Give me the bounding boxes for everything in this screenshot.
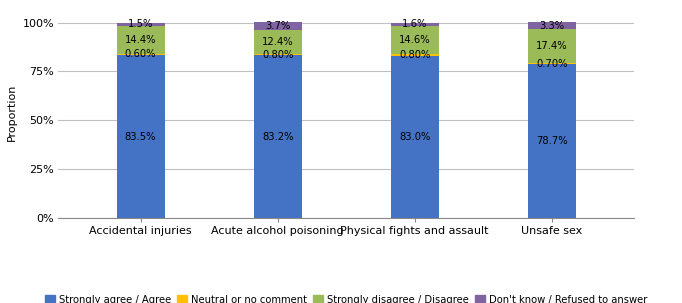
Bar [254, 55, 301, 218]
Bar [391, 54, 439, 56]
Text: 0.70%: 0.70% [536, 58, 567, 68]
Text: 1.6%: 1.6% [402, 19, 428, 29]
Bar [254, 54, 301, 55]
Text: 0.80%: 0.80% [262, 50, 293, 60]
Bar [528, 29, 576, 63]
Bar [391, 56, 439, 218]
Bar [117, 55, 164, 218]
Text: 0.80%: 0.80% [399, 50, 430, 60]
Legend: Strongly agree / Agree, Neutral or no comment, Strongly disagree / Disagree, Don: Strongly agree / Agree, Neutral or no co… [41, 291, 651, 303]
Bar [528, 63, 576, 64]
Bar [254, 22, 301, 30]
Bar [391, 23, 439, 26]
Text: 14.4%: 14.4% [125, 35, 156, 45]
Text: 78.7%: 78.7% [536, 136, 567, 146]
Bar [528, 22, 576, 29]
Y-axis label: Proportion: Proportion [7, 84, 17, 141]
Text: 12.4%: 12.4% [262, 37, 293, 47]
Text: 14.6%: 14.6% [399, 35, 430, 45]
Text: 3.3%: 3.3% [539, 21, 565, 31]
Bar [117, 23, 164, 25]
Text: 83.0%: 83.0% [399, 132, 430, 142]
Text: 3.7%: 3.7% [265, 21, 291, 31]
Bar [117, 54, 164, 55]
Text: 0.60%: 0.60% [125, 49, 156, 59]
Text: 83.5%: 83.5% [125, 132, 156, 142]
Text: 17.4%: 17.4% [536, 41, 567, 51]
Text: 83.2%: 83.2% [262, 132, 293, 142]
Bar [528, 64, 576, 218]
Bar [254, 30, 301, 54]
Bar [117, 25, 164, 54]
Text: 1.5%: 1.5% [128, 19, 153, 29]
Bar [391, 26, 439, 54]
